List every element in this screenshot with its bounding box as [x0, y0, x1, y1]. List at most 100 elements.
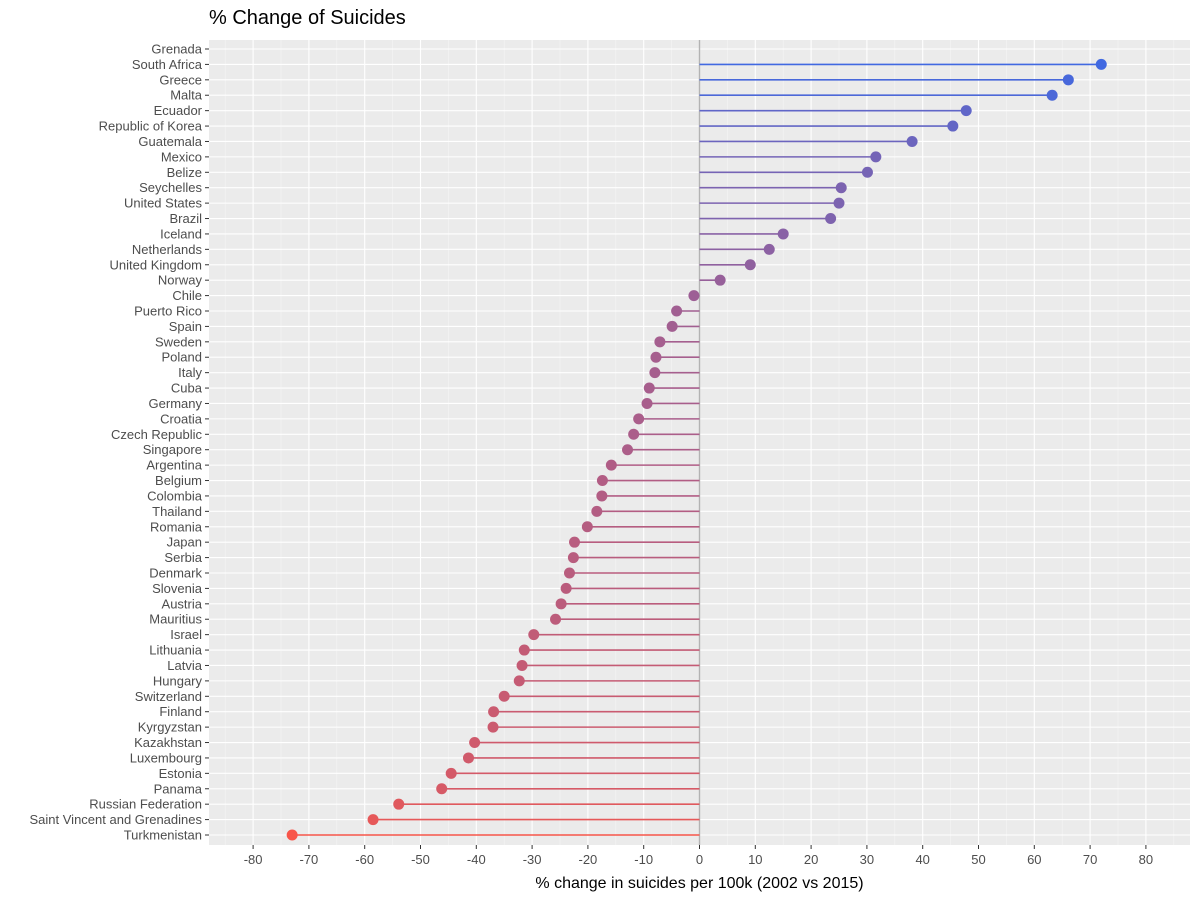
data-point	[393, 798, 405, 810]
data-point	[462, 752, 474, 764]
category-label: Puerto Rico	[134, 304, 202, 319]
category-label: Chile	[172, 288, 202, 303]
category-label: Seychelles	[139, 180, 202, 195]
category-label: Sweden	[155, 334, 202, 349]
data-point	[641, 397, 653, 409]
category-label: Ecuador	[154, 103, 203, 118]
category-label: Belgium	[155, 473, 202, 488]
x-tick-label: 10	[748, 852, 762, 867]
data-point	[622, 444, 634, 456]
category-label: Israel	[170, 627, 202, 642]
data-point	[528, 629, 540, 641]
category-label: Czech Republic	[111, 427, 203, 442]
data-point	[518, 644, 530, 656]
stems	[292, 63, 1102, 836]
data-point	[714, 274, 726, 286]
data-point	[671, 305, 683, 317]
category-label: Norway	[158, 273, 203, 288]
data-point	[286, 829, 298, 841]
category-label: Greece	[159, 72, 202, 87]
data-point	[605, 459, 617, 471]
category-label: Japan	[167, 535, 202, 550]
data-point	[628, 428, 640, 440]
data-point	[596, 490, 608, 502]
category-label: Austria	[162, 596, 203, 611]
data-point	[650, 351, 662, 363]
x-tick-label: 40	[915, 852, 929, 867]
category-label: Lithuania	[149, 643, 203, 658]
category-label: Singapore	[143, 442, 202, 457]
category-label: Germany	[149, 396, 203, 411]
category-label: Grenada	[151, 42, 202, 57]
category-label: Estonia	[159, 766, 203, 781]
category-label: Latvia	[167, 658, 202, 673]
data-point	[513, 675, 525, 687]
x-tick-label: 60	[1027, 852, 1041, 867]
category-label: Brazil	[169, 211, 202, 226]
data-point	[870, 151, 882, 163]
x-tick-label: 80	[1139, 852, 1153, 867]
data-point	[591, 505, 603, 517]
category-label: Switzerland	[135, 689, 202, 704]
category-label: Denmark	[149, 566, 202, 581]
data-point	[833, 197, 845, 209]
data-point	[1095, 58, 1107, 70]
category-label: United Kingdom	[110, 257, 203, 272]
x-tick-label: -50	[411, 852, 430, 867]
x-tick-label: 20	[804, 852, 818, 867]
data-point	[567, 552, 579, 564]
category-label: Kyrgyzstan	[138, 720, 202, 735]
data-point	[688, 290, 700, 302]
category-label: Republic of Korea	[99, 119, 203, 134]
data-point	[1046, 89, 1058, 101]
category-label: Romania	[150, 519, 203, 534]
category-label: Serbia	[164, 550, 202, 565]
data-point	[744, 259, 756, 271]
x-tick-label: -10	[634, 852, 653, 867]
category-label: Cuba	[171, 381, 203, 396]
category-label: Guatemala	[138, 134, 202, 149]
category-label: Slovenia	[152, 581, 203, 596]
category-label: Kazakhstan	[134, 735, 202, 750]
category-label: Panama	[154, 781, 203, 796]
category-label: Colombia	[147, 488, 203, 503]
category-label: Netherlands	[132, 242, 203, 257]
data-point	[777, 228, 789, 240]
data-point	[445, 767, 457, 779]
data-point	[835, 182, 847, 194]
category-label: Poland	[162, 350, 202, 365]
data-point	[555, 598, 567, 610]
x-axis-title: % change in suicides per 100k (2002 vs 2…	[535, 875, 863, 892]
chart-title: % Change of Suicides	[209, 7, 406, 29]
category-label: Mexico	[161, 149, 202, 164]
data-point	[1062, 74, 1074, 86]
x-tick-label: 0	[696, 852, 703, 867]
data-point	[649, 367, 661, 379]
category-label: Thailand	[152, 504, 202, 519]
category-label: Argentina	[146, 458, 202, 473]
data-point	[516, 659, 528, 671]
category-label: Croatia	[160, 411, 203, 426]
category-label: Luxembourg	[130, 750, 202, 765]
x-tick-label: -80	[244, 852, 263, 867]
x-tick-label: -70	[300, 852, 319, 867]
data-point	[436, 783, 448, 795]
x-axis-ticks: -80 -70 -60 -50 -40 -30 -20 -10 0 10 20 30 40 50 60 70 8…	[244, 845, 1153, 867]
data-point	[550, 613, 562, 625]
data-point	[643, 382, 655, 394]
data-point	[469, 737, 481, 749]
data-point	[960, 105, 972, 117]
data-point	[569, 536, 581, 548]
category-label: Iceland	[160, 226, 202, 241]
x-tick-label: -60	[355, 852, 374, 867]
data-point	[488, 706, 500, 718]
category-label: Saint Vincent and Grenadines	[30, 812, 203, 827]
data-point	[498, 690, 510, 702]
category-label: Mauritius	[149, 612, 202, 627]
data-point	[560, 582, 572, 594]
category-label: South Africa	[132, 57, 203, 72]
x-tick-label: 70	[1083, 852, 1097, 867]
category-label: Hungary	[153, 673, 203, 688]
